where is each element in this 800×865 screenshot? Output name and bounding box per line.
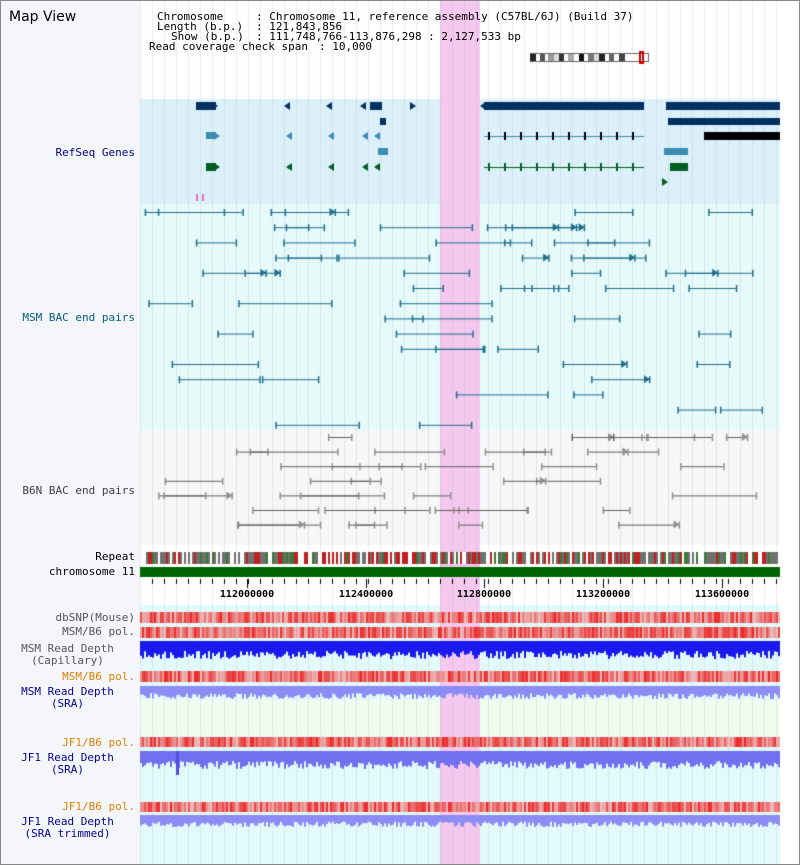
axis-tick-label: 113200000 <box>575 589 631 600</box>
show-range-value: : 111,748,766-113,876,298 : 2,127,533 bp <box>256 30 521 43</box>
coverage-span-label: Read coverage check span <box>149 40 308 53</box>
track-label-msm-read-depth-sra[interactable]: MSM Read Depth (SRA) <box>21 685 114 710</box>
track-label-msm-bac-end-pairs[interactable]: MSM BAC end pairs <box>22 311 135 324</box>
track-label-jf1-b6-pol-2[interactable]: JF1/B6 pol. <box>62 800 135 813</box>
track-label-refseq-genes[interactable]: RefSeq Genes <box>55 146 135 159</box>
track-label-chromosome[interactable]: chromosome 11 <box>48 565 135 578</box>
track-label-jf1-b6-pol[interactable]: JF1/B6 pol. <box>62 736 135 749</box>
track-label-repeat[interactable]: Repeat <box>95 550 135 563</box>
chromosome-label: Chromosome <box>157 10 224 23</box>
show-range-label: Show (b.p.) <box>171 30 244 43</box>
axis-tick-label: 112400000 <box>338 589 394 600</box>
track-label-jf1-read-depth-sra-trimmed[interactable]: JF1 Read Depth (SRA trimmed) <box>21 815 114 840</box>
length-label: Length (b.p.) <box>157 20 244 33</box>
axis-tick-label: 112800000 <box>456 589 512 600</box>
coverage-span-value: : 10,000 <box>319 40 372 53</box>
track-label-msm-read-depth-capillary[interactable]: MSM Read Depth (Capillary) <box>21 642 114 667</box>
axis-tick-label: 113600000 <box>694 589 750 600</box>
chromosome-value: : Chromosome 11, reference assembly (C57… <box>256 10 634 23</box>
track-label-dbsnp[interactable]: dbSNP(Mouse) <box>55 611 135 624</box>
axis-tick-label: 112000000 <box>219 589 275 600</box>
track-label-msm-b6-pol-2[interactable]: MSM/B6 pol. <box>62 670 135 683</box>
length-value: : 121,843,856 <box>256 20 343 33</box>
view-title: Map View <box>9 9 77 25</box>
track-label-msm-b6-pol[interactable]: MSM/B6 pol. <box>62 625 135 638</box>
track-label-jf1-read-depth-sra[interactable]: JF1 Read Depth (SRA) <box>21 751 114 776</box>
track-label-b6n-bac-end-pairs[interactable]: B6N BAC end pairs <box>22 484 135 497</box>
